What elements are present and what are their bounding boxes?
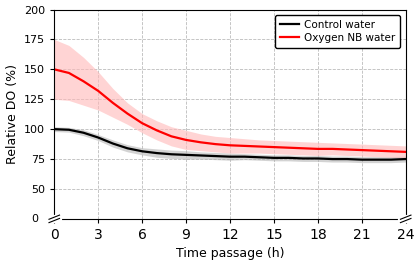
Oxygen NB water [344,148,349,151]
Oxygen NB water [242,144,247,148]
Control water [213,155,218,158]
Legend: Control water, Oxygen NB water: Control water, Oxygen NB water [275,15,401,48]
Control water [52,128,57,131]
X-axis label: Time passage (h): Time passage (h) [176,247,284,260]
Oxygen NB water [374,149,379,152]
Oxygen NB water [359,148,364,152]
Control water [242,155,247,158]
Control water [286,156,291,159]
Oxygen NB water [184,138,189,142]
Oxygen NB water [301,147,306,150]
Control water [228,155,233,158]
Control water [81,131,86,134]
Oxygen NB water [66,71,71,74]
Y-axis label: Relative DO (%): Relative DO (%) [5,64,18,164]
Line: Oxygen NB water: Oxygen NB water [54,69,406,152]
Control water [301,157,306,160]
Oxygen NB water [125,112,130,115]
Oxygen NB water [330,147,335,151]
Oxygen NB water [286,146,291,149]
Control water [184,153,189,156]
Control water [388,158,394,161]
Line: Control water: Control water [54,129,406,160]
Control water [125,147,130,150]
Oxygen NB water [110,101,116,105]
Oxygen NB water [271,146,276,149]
Control water [271,156,276,159]
Oxygen NB water [139,122,144,125]
Oxygen NB water [96,89,101,93]
Control water [96,136,101,139]
Oxygen NB water [213,143,218,146]
Control water [169,153,174,156]
Text: 0: 0 [32,214,39,224]
Control water [374,158,379,161]
Oxygen NB water [169,135,174,138]
Oxygen NB water [315,147,320,151]
Oxygen NB water [228,144,233,147]
Control water [403,157,408,161]
Control water [110,142,116,145]
Oxygen NB water [81,80,86,83]
Control water [330,157,335,161]
Oxygen NB water [154,129,159,132]
Control water [139,150,144,153]
Oxygen NB water [388,150,394,153]
Control water [344,157,349,161]
Oxygen NB water [257,145,262,148]
Oxygen NB water [198,141,203,144]
Control water [257,156,262,159]
Control water [359,158,364,161]
Control water [315,157,320,160]
Oxygen NB water [52,68,57,71]
Oxygen NB water [403,150,408,153]
Control water [198,154,203,157]
Control water [66,128,71,131]
Control water [154,151,159,155]
